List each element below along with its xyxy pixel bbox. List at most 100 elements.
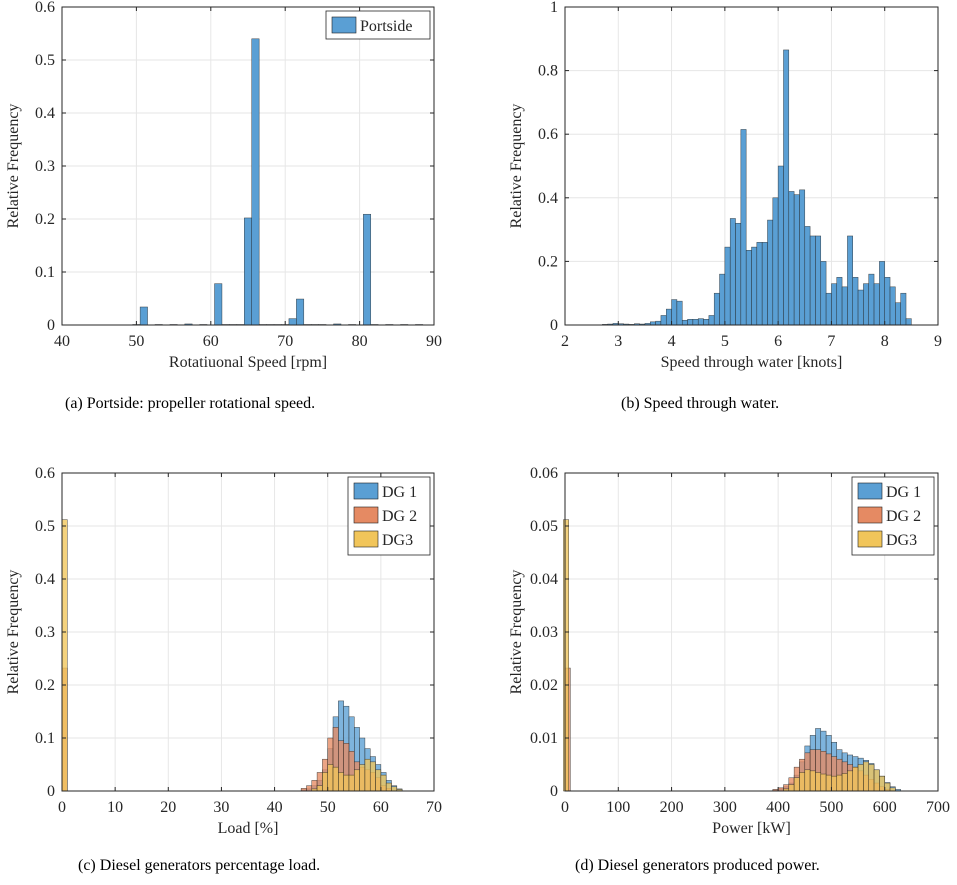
x-tick-label: 30	[213, 799, 229, 816]
legend: Portside	[325, 10, 431, 40]
x-tick-label: 5	[721, 333, 729, 350]
y-tick-label: 0.2	[35, 677, 55, 694]
legend-swatch	[857, 530, 883, 548]
bar	[660, 315, 667, 326]
y-tick-label: 0	[550, 783, 558, 800]
y-tick-label: 0.2	[538, 253, 558, 270]
y-tick-label: 0.6	[35, 0, 55, 16]
bar	[863, 761, 869, 792]
x-tick-label: 4	[668, 333, 676, 350]
caption-a: (a) Portside: propeller rotational speed…	[65, 395, 316, 412]
x-tick-label: 60	[373, 799, 389, 816]
bar	[793, 194, 800, 326]
x-tick-label: 20	[160, 799, 176, 816]
legend-swatch	[857, 506, 883, 524]
bar	[836, 277, 843, 326]
x-tick-label: 60	[203, 333, 219, 350]
y-axis-label: Relative Frequency	[508, 570, 525, 695]
bar	[375, 769, 382, 792]
bar	[868, 764, 875, 792]
x-tick-label: 70	[277, 333, 293, 350]
y-tick-label: 0.6	[35, 465, 55, 482]
x-tick-label: 90	[426, 333, 442, 350]
x-tick-label: 2	[561, 333, 569, 350]
bar	[363, 213, 372, 326]
bar	[772, 197, 779, 326]
bar	[793, 777, 800, 792]
bar	[385, 782, 392, 792]
y-tick-label: 0.4	[538, 190, 558, 207]
bar	[841, 773, 848, 792]
bar	[857, 289, 864, 326]
y-axis-label: Relative Frequency	[5, 570, 22, 695]
bar	[809, 770, 816, 792]
x-tick-label: 50	[320, 799, 336, 816]
bar	[831, 283, 838, 326]
series-dg-2	[564, 667, 891, 792]
bar	[884, 277, 891, 326]
x-tick-label: 50	[128, 333, 144, 350]
bar	[788, 784, 795, 792]
y-tick-label: 0.2	[35, 211, 55, 228]
y-tick-label: 0.05	[530, 518, 558, 535]
x-axis-label: Rotatiuonal Speed [rpm]	[169, 354, 327, 371]
bar	[563, 519, 569, 792]
x-tick-label: 3	[614, 333, 622, 350]
bar	[139, 306, 148, 326]
x-tick-label: 40	[267, 799, 283, 816]
legend-swatch	[857, 482, 883, 500]
bar	[777, 165, 784, 326]
bar	[809, 235, 816, 326]
bar	[879, 775, 885, 792]
bar	[905, 318, 912, 326]
bar	[380, 774, 387, 792]
bar	[251, 38, 260, 326]
y-tick-label: 0.8	[538, 63, 558, 80]
y-tick-label: 0	[47, 783, 55, 800]
bar	[724, 246, 731, 326]
bar	[868, 273, 875, 326]
x-tick-label: 40	[54, 333, 70, 350]
bar	[756, 242, 763, 326]
y-tick-label: 0.01	[530, 730, 558, 747]
legend-swatch	[331, 16, 357, 34]
bar	[751, 246, 758, 326]
bar	[820, 773, 827, 792]
y-tick-label: 0.02	[530, 677, 558, 694]
bar	[857, 764, 864, 792]
y-tick-label: 0.03	[530, 624, 558, 641]
x-axis-label: Speed through water [knots]	[661, 354, 843, 371]
y-tick-label: 0.4	[35, 105, 55, 122]
bar	[343, 774, 350, 792]
x-tick-label: 9	[934, 333, 942, 350]
bar	[288, 318, 297, 326]
bar	[354, 769, 360, 792]
bar	[703, 319, 710, 326]
y-tick-label: 0.3	[35, 624, 55, 641]
bar	[729, 218, 736, 326]
series-portside	[132, 38, 424, 326]
bar	[676, 300, 683, 326]
legend: DG 1 DG 2 DG3	[347, 476, 431, 556]
bar	[348, 774, 355, 792]
bar	[815, 772, 822, 792]
legend-swatch	[353, 530, 379, 548]
bar	[322, 772, 328, 792]
legend: DG 1 DG 2 DG3	[851, 476, 935, 556]
bar	[369, 761, 376, 792]
bar	[852, 277, 859, 326]
plot-area-border	[564, 6, 939, 326]
y-tick-label: 0.5	[35, 52, 55, 69]
y-tick-label: 0.6	[538, 126, 558, 143]
x-axis-label: Power [kW]	[712, 820, 791, 837]
bar	[761, 242, 768, 326]
x-tick-label: 0	[58, 799, 66, 816]
bar	[863, 283, 869, 326]
bar	[214, 283, 223, 326]
y-tick-label: 0	[47, 317, 55, 334]
bar	[364, 758, 371, 792]
bar	[873, 283, 880, 326]
bar	[889, 286, 896, 326]
legend-swatch	[353, 482, 379, 500]
